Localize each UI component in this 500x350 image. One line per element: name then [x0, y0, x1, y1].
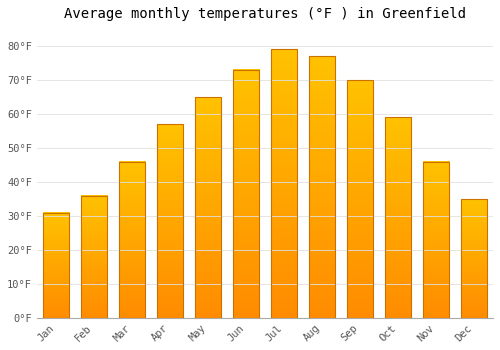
Bar	[384, 117, 411, 318]
Bar	[460, 199, 487, 318]
Bar	[308, 56, 336, 318]
Bar	[346, 80, 374, 318]
Bar	[384, 117, 411, 318]
Bar	[80, 196, 107, 318]
Bar	[118, 162, 145, 318]
Bar	[422, 162, 450, 318]
Bar	[308, 56, 336, 318]
Bar	[156, 124, 183, 318]
Bar	[194, 97, 221, 318]
Bar	[232, 70, 259, 318]
Bar	[42, 212, 69, 318]
Bar	[194, 97, 221, 318]
Bar	[270, 49, 297, 318]
Bar	[42, 212, 69, 318]
Bar	[156, 124, 183, 318]
Bar	[270, 49, 297, 318]
Bar	[118, 162, 145, 318]
Bar	[232, 70, 259, 318]
Bar	[460, 199, 487, 318]
Bar	[80, 196, 107, 318]
Title: Average monthly temperatures (°F ) in Greenfield: Average monthly temperatures (°F ) in Gr…	[64, 7, 466, 21]
Bar	[346, 80, 374, 318]
Bar	[422, 162, 450, 318]
